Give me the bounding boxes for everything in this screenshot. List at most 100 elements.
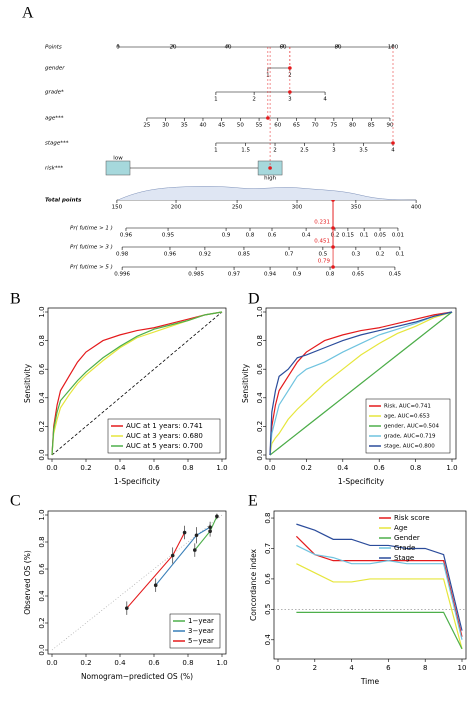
row-tick-label: 55	[256, 123, 263, 129]
legend-label: Grade	[394, 544, 415, 552]
x-tick-label: 1.0	[446, 464, 457, 472]
legend-label: stage, AUC=0.800	[384, 444, 435, 450]
y-tick-label: 0.4	[264, 634, 272, 646]
plot-frame	[47, 510, 227, 655]
legend-label: AUC at 5 years: 0.700	[126, 442, 203, 450]
calibration-point	[193, 548, 197, 552]
series-line	[296, 563, 463, 650]
row-tick-label: 350	[351, 205, 362, 211]
row-label: age***	[45, 116, 64, 122]
x-tick-label: 0.6	[148, 659, 160, 667]
row-tick-label: 0.4	[302, 233, 311, 239]
y-tick-label: 0.7	[264, 543, 272, 554]
selection-dot	[268, 166, 272, 170]
x-tick-label: 0.2	[80, 659, 91, 667]
row-tick-label: 2	[273, 148, 277, 154]
x-tick-label: 0.8	[410, 464, 421, 472]
row-tick-label: 80	[349, 123, 356, 129]
series-line	[269, 311, 453, 456]
y-tick-label: 0.6	[38, 363, 46, 375]
row-tick-label: 90	[386, 123, 393, 129]
y-tick-label: 0.2	[38, 421, 46, 432]
x-tick-label: 0.8	[182, 464, 193, 472]
row-tick-label: 0.95	[162, 233, 175, 239]
row-tick-label: 0.996	[114, 272, 130, 278]
legend-box	[365, 398, 451, 454]
x-tick-label: 0.2	[80, 464, 91, 472]
calibration-point	[153, 583, 158, 587]
row-label: Total points	[45, 198, 82, 204]
row-tick-label: 0.45	[389, 272, 402, 278]
row-tick-label: 0.01	[392, 233, 404, 239]
row-label: grade*	[45, 90, 64, 96]
row-tick-label: 3	[332, 148, 336, 154]
row-tick-label: 0.9	[293, 272, 302, 278]
legend-label: AUC at 3 years: 0.680	[126, 432, 203, 440]
series-line	[269, 311, 453, 456]
row-tick-label: high	[264, 176, 277, 182]
panel-label: C	[10, 493, 21, 510]
x-tick-label: 0.2	[301, 464, 312, 472]
row-label: stage***	[45, 141, 69, 147]
calibration-point	[208, 525, 212, 529]
row-label: Pr( futime > 5 )	[70, 265, 113, 271]
row-label: Points	[45, 45, 62, 51]
series-line	[269, 311, 453, 456]
row-tick-label: 40	[199, 123, 206, 129]
x-tick-label: 0.6	[374, 464, 386, 472]
y-tick-label: 0.8	[38, 536, 46, 547]
legend-label: 5−year	[188, 637, 214, 645]
y-tick-label: 0.4	[38, 590, 46, 602]
calibration-point	[125, 606, 129, 610]
row-tick-label: 3.5	[359, 148, 368, 154]
x-tick-label: 1.0	[216, 659, 227, 667]
y-tick-label: 1.0	[38, 509, 46, 520]
y-tick-label: 0.0	[38, 449, 46, 460]
x-tick-label: 0	[276, 664, 280, 672]
x-tick-label: 8	[423, 664, 427, 672]
row-tick-label: 25	[143, 123, 150, 129]
series-line	[269, 311, 453, 456]
selection-dot	[288, 90, 292, 94]
row-tick-label: 30	[162, 123, 169, 129]
y-tick-label: 0.8	[38, 335, 46, 346]
panel-label: E	[248, 493, 258, 510]
y-tick-label: 0.2	[38, 617, 46, 628]
series-line	[296, 544, 463, 640]
row-tick-label: 50	[237, 123, 244, 129]
row-tick-label: 0.96	[120, 233, 133, 239]
y-tick-label: 0.0	[256, 449, 264, 460]
series-line	[194, 516, 218, 551]
diagonal	[51, 311, 223, 456]
row-tick-label: 3	[288, 97, 292, 103]
row-tick-label: 0.97	[228, 272, 241, 278]
row-tick-label: 0.65	[352, 272, 365, 278]
legend-label: age, AUC=0.653	[384, 414, 430, 420]
x-tick-label: 6	[386, 664, 391, 672]
calibration-point	[182, 530, 187, 535]
series-line	[295, 535, 463, 637]
probability-label: 0.79	[318, 259, 331, 265]
row-label: gender	[45, 66, 65, 72]
x-axis-label: 1-Specificity	[114, 477, 161, 486]
plot-frame	[47, 307, 227, 460]
row-tick-label: 0.2	[331, 233, 340, 239]
x-tick-label: 0.4	[114, 464, 126, 472]
row-tick-label: 0.85	[238, 252, 251, 258]
y-tick-label: 0.8	[256, 335, 264, 346]
legend-label: Risk, AUC=0.741	[384, 404, 431, 410]
calibration-point	[194, 533, 199, 538]
x-axis-label: Time	[360, 677, 380, 686]
calibration-point	[170, 553, 175, 558]
legend-label: 1−year	[188, 617, 214, 625]
row-tick-label: 0.6	[268, 233, 277, 239]
y-tick-label: 0.4	[38, 392, 46, 404]
legend-label: 3−year	[188, 627, 214, 635]
legend-label: Age	[394, 524, 408, 532]
row-tick-label: 2.5	[300, 148, 309, 154]
row-tick-label: 20	[170, 45, 177, 51]
density-curve	[117, 186, 417, 201]
calibration-point	[215, 514, 219, 519]
risk-box	[105, 160, 131, 176]
x-tick-label: 0.4	[114, 659, 126, 667]
